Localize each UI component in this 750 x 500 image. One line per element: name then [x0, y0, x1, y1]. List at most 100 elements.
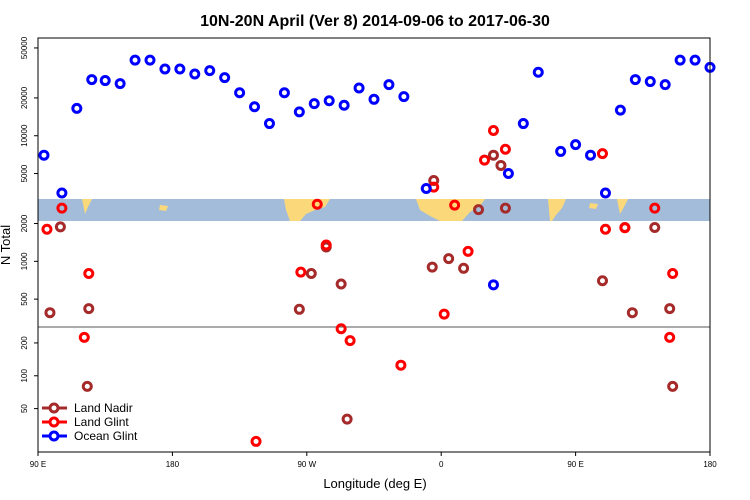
point-land-nadir: [335, 278, 347, 290]
point-ocean-glint: [159, 63, 171, 75]
y-tick-label: 50000: [20, 36, 29, 59]
point-land-nadir: [305, 268, 317, 280]
point-land-nadir: [499, 202, 511, 214]
point-ocean-glint: [689, 54, 701, 66]
point-land-nadir: [83, 303, 95, 315]
y-tick-label: 100: [20, 369, 29, 383]
x-tick-label: 90 E: [567, 460, 583, 469]
point-land-glint: [599, 223, 611, 235]
point-ocean-glint: [585, 149, 597, 161]
point-ocean-glint: [674, 54, 686, 66]
point-ocean-glint: [614, 104, 626, 116]
x-tick-label: 180: [703, 460, 717, 469]
point-land-glint: [479, 154, 491, 166]
land-africa: [416, 199, 485, 221]
legend-marker-land-glint: [48, 416, 60, 428]
point-land-glint: [295, 266, 307, 278]
point-ocean-glint: [629, 74, 641, 86]
point-land-glint: [56, 202, 68, 214]
y-tick-label: 50: [20, 404, 29, 413]
point-land-glint: [596, 148, 608, 160]
point-ocean-glint: [599, 187, 611, 199]
y-tick-label: 10000: [20, 124, 29, 147]
point-land-glint: [78, 331, 90, 343]
point-ocean-glint: [555, 145, 567, 157]
land-india-left: [82, 199, 92, 214]
point-ocean-glint: [144, 54, 156, 66]
y-axis-label: N Total: [0, 225, 13, 265]
legend-label-land-glint: Land Glint: [74, 415, 129, 429]
legend-marker-ocean-glint: [48, 430, 60, 442]
chart-title: 10N-20N April (Ver 8) 2014-09-06 to 2017…: [200, 13, 550, 30]
point-ocean-glint: [38, 149, 50, 161]
land-americas: [284, 199, 330, 221]
legend: Land Nadir Land Glint Ocean Glint: [42, 401, 138, 443]
point-ocean-glint: [174, 63, 186, 75]
point-ocean-glint: [293, 106, 305, 118]
point-ocean-glint: [644, 76, 656, 88]
point-ocean-glint: [532, 66, 544, 78]
point-ocean-glint: [234, 87, 246, 99]
point-land-nadir: [426, 261, 438, 273]
point-land-glint: [83, 268, 95, 280]
legend-label-ocean-glint: Ocean Glint: [74, 429, 138, 443]
y-tick-label: 20000: [20, 86, 29, 109]
point-ocean-glint: [249, 101, 261, 113]
point-land-glint: [487, 125, 499, 137]
world-map-band: [38, 199, 710, 221]
point-land-glint: [344, 335, 356, 347]
point-land-nadir: [458, 262, 470, 274]
point-ocean-glint: [308, 98, 320, 110]
point-ocean-glint: [338, 99, 350, 111]
x-tick-label: 90 W: [297, 460, 316, 469]
ocean-band: [38, 199, 710, 221]
x-tick-label: 0: [439, 460, 444, 469]
point-ocean-glint: [219, 72, 231, 84]
point-land-glint: [395, 359, 407, 371]
data-points: [38, 54, 716, 447]
point-ocean-glint: [353, 82, 365, 94]
point-ocean-glint: [189, 68, 201, 80]
point-land-nadir: [443, 253, 455, 265]
point-ocean-glint: [420, 183, 432, 195]
point-land-nadir: [293, 303, 305, 315]
point-land-glint: [335, 323, 347, 335]
point-land-nadir: [649, 221, 661, 233]
point-land-glint: [41, 223, 53, 235]
point-ocean-glint: [129, 54, 141, 66]
point-ocean-glint: [71, 102, 83, 114]
x-tick-label: 180: [166, 460, 180, 469]
legend-label-land-nadir: Land Nadir: [74, 401, 133, 415]
point-land-nadir: [667, 380, 679, 392]
point-ocean-glint: [56, 187, 68, 199]
point-ocean-glint: [398, 91, 410, 103]
y-tick-label: 1000: [20, 252, 29, 270]
point-ocean-glint: [204, 65, 216, 77]
point-land-glint: [449, 199, 461, 211]
point-land-glint: [499, 143, 511, 155]
point-land-nadir: [341, 413, 353, 425]
point-ocean-glint: [517, 118, 529, 130]
y-tick-label: 2000: [20, 214, 29, 232]
x-axis: 90 E 180 90 W 0 90 E 180: [30, 452, 717, 469]
legend-marker-land-nadir: [48, 402, 60, 414]
point-land-glint: [664, 331, 676, 343]
point-ocean-glint: [487, 279, 499, 291]
point-land-glint: [311, 198, 323, 210]
point-land-nadir: [487, 149, 499, 161]
land-india-right: [617, 199, 628, 214]
point-ocean-glint: [659, 79, 671, 91]
point-land-glint: [462, 245, 474, 257]
point-ocean-glint: [570, 139, 582, 151]
point-land-glint: [667, 268, 679, 280]
point-ocean-glint: [278, 87, 290, 99]
y-tick-label: 200: [20, 336, 29, 350]
point-ocean-glint: [114, 78, 126, 90]
land-asia: [548, 199, 566, 221]
point-ocean-glint: [263, 118, 275, 130]
x-axis-label: Longitude (deg E): [323, 476, 426, 491]
point-land-nadir: [626, 307, 638, 319]
point-land-glint: [320, 239, 332, 251]
point-ocean-glint: [502, 168, 514, 180]
point-ocean-glint: [368, 93, 380, 105]
